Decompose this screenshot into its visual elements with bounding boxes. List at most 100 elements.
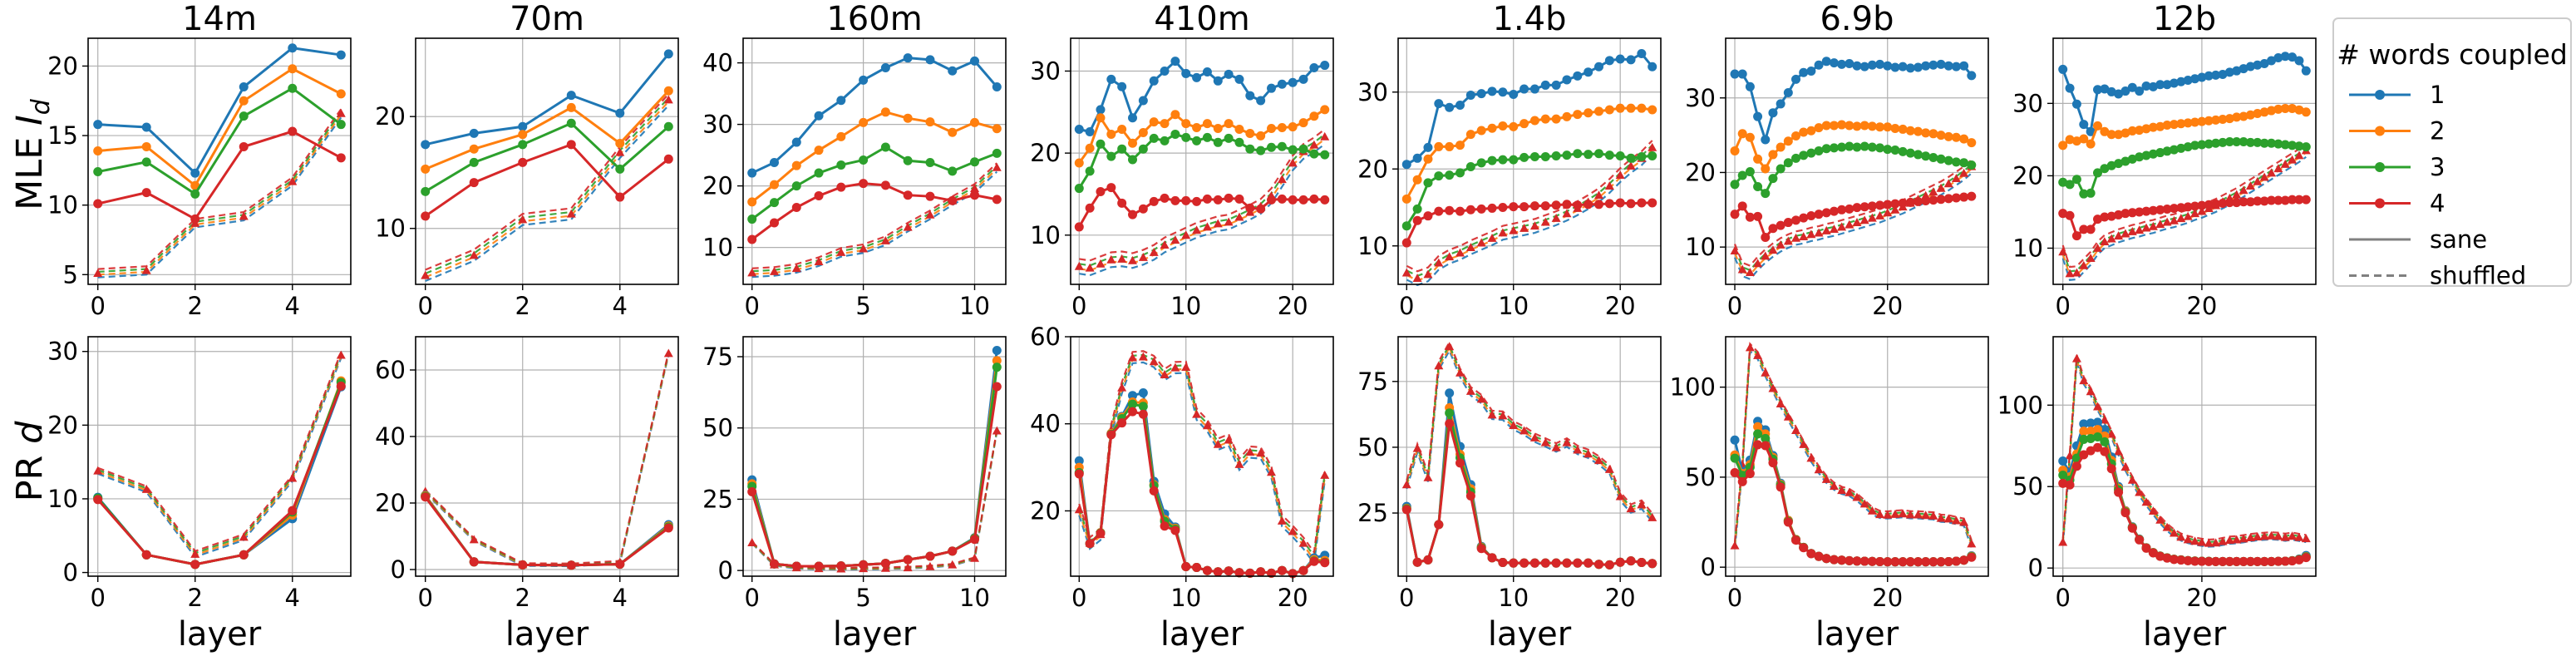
shuffled-marker — [1814, 228, 1824, 237]
series-point-2 — [239, 96, 249, 106]
shuffled-marker — [1106, 254, 1116, 264]
shuffled-line-4 — [1406, 140, 1653, 273]
x-tick-label: 0 — [744, 292, 759, 320]
series-point-4 — [141, 188, 151, 198]
series-point-2 — [2071, 136, 2081, 146]
series-point-3 — [1160, 136, 1170, 146]
shuffled-marker — [1959, 517, 1969, 526]
shuffled-marker — [1648, 142, 1657, 151]
series-point-2 — [1615, 103, 1625, 113]
series-point-2 — [2232, 112, 2242, 122]
series-point-3 — [2086, 433, 2096, 443]
shuffled-marker — [836, 248, 846, 256]
series-point-3 — [2079, 434, 2089, 444]
x-tick-label: 0 — [2055, 292, 2070, 320]
shuffled-marker — [1160, 370, 1170, 378]
series-point-4 — [1921, 557, 1931, 567]
series-point-4 — [2106, 464, 2116, 474]
y-tick-label: 100 — [1670, 373, 1716, 402]
y-tick-label: 10 — [375, 215, 406, 243]
series-point-4 — [1465, 491, 1475, 501]
series-point-4 — [1138, 409, 1148, 419]
series-point-4 — [1852, 203, 1862, 213]
panel-2-7: 0 20 0 50 100 layer — [1997, 336, 2317, 654]
series-point-2 — [1852, 121, 1862, 131]
series-point-2 — [1921, 128, 1931, 138]
series-point-2 — [1213, 124, 1223, 134]
series-point-1 — [836, 96, 846, 106]
shuffled-line-4 — [97, 352, 342, 553]
legend-entries: 1 2 3 4 sane shuffled — [2349, 81, 2526, 290]
series-point-2 — [1745, 132, 1755, 142]
series-point-2 — [2204, 116, 2214, 126]
series-point-2 — [2135, 126, 2145, 136]
y-tick-label: 20 — [1357, 155, 1388, 183]
series-point-3 — [880, 142, 890, 152]
series-point-4 — [1905, 197, 1915, 207]
series-point-3 — [2204, 139, 2214, 149]
shuffled-marker — [1936, 183, 1946, 192]
series-point-1 — [1266, 83, 1276, 93]
series-point-3 — [2100, 437, 2110, 446]
series-point-3 — [1837, 142, 1847, 152]
series-point-4 — [1730, 467, 1740, 477]
series-point-2 — [970, 117, 980, 127]
shuffled-marker — [1753, 351, 1763, 359]
shuffled-marker — [1859, 215, 1869, 224]
shuffled-marker — [2197, 206, 2207, 215]
series-point-3 — [2093, 432, 2103, 441]
series-point-2 — [1298, 118, 1308, 128]
series-point-1 — [2071, 99, 2081, 109]
series-point-4 — [2266, 556, 2276, 566]
series-point-2 — [1584, 108, 1593, 118]
series-point-3 — [1138, 402, 1148, 412]
series-point-3 — [1745, 167, 1755, 177]
shuffled-line-4 — [1734, 159, 1973, 267]
series-point-3 — [1593, 149, 1603, 159]
series-point-1 — [1959, 61, 1969, 71]
series-point-2 — [880, 107, 890, 117]
series-point-2 — [1928, 129, 1938, 139]
series-point-3 — [1309, 149, 1319, 159]
series-point-4 — [1245, 568, 1255, 578]
series-point-4 — [1913, 196, 1923, 206]
series-point-1 — [2086, 418, 2096, 428]
shuffled-line-2 — [1406, 345, 1653, 520]
series-point-1 — [1202, 67, 1212, 76]
series-point-4 — [1573, 200, 1583, 210]
series-point-1 — [2273, 53, 2283, 63]
series-point-2 — [1898, 124, 1908, 134]
shuffled-marker — [93, 269, 103, 278]
series-point-3 — [2176, 143, 2186, 153]
series-point-3 — [1814, 146, 1824, 155]
shuffled-marker — [1761, 251, 1771, 260]
series-point-4 — [1192, 563, 1202, 573]
series-point-2 — [288, 64, 298, 74]
series-point-1 — [1768, 108, 1778, 118]
shuffled-marker — [2135, 487, 2145, 496]
shuffled-marker — [1138, 352, 1148, 361]
shuffled-marker — [1883, 208, 1893, 217]
shuffled-marker — [1540, 217, 1550, 226]
shuffled-marker — [1593, 456, 1603, 465]
shuffled-marker — [2224, 535, 2234, 545]
series-point-4 — [1170, 525, 1180, 535]
series-point-4 — [1412, 557, 1422, 567]
series-point-3 — [1821, 144, 1831, 154]
shuffled-marker — [141, 484, 151, 493]
series-point-3 — [663, 121, 673, 131]
series-point-2 — [1783, 136, 1793, 146]
shuffled-marker — [1730, 246, 1740, 255]
series-point-2 — [1829, 121, 1839, 131]
series-point-3 — [1928, 153, 1938, 163]
series-point-1 — [518, 121, 528, 131]
x-tick-label: 10 — [1170, 292, 1201, 320]
series-point-4 — [615, 192, 625, 202]
shuffled-marker — [769, 266, 779, 275]
x-tick-label: 4 — [285, 584, 300, 612]
series-point-1 — [421, 140, 431, 150]
series-point-2 — [1776, 142, 1785, 152]
series-point-1 — [1761, 135, 1771, 145]
series-point-2 — [336, 89, 346, 99]
